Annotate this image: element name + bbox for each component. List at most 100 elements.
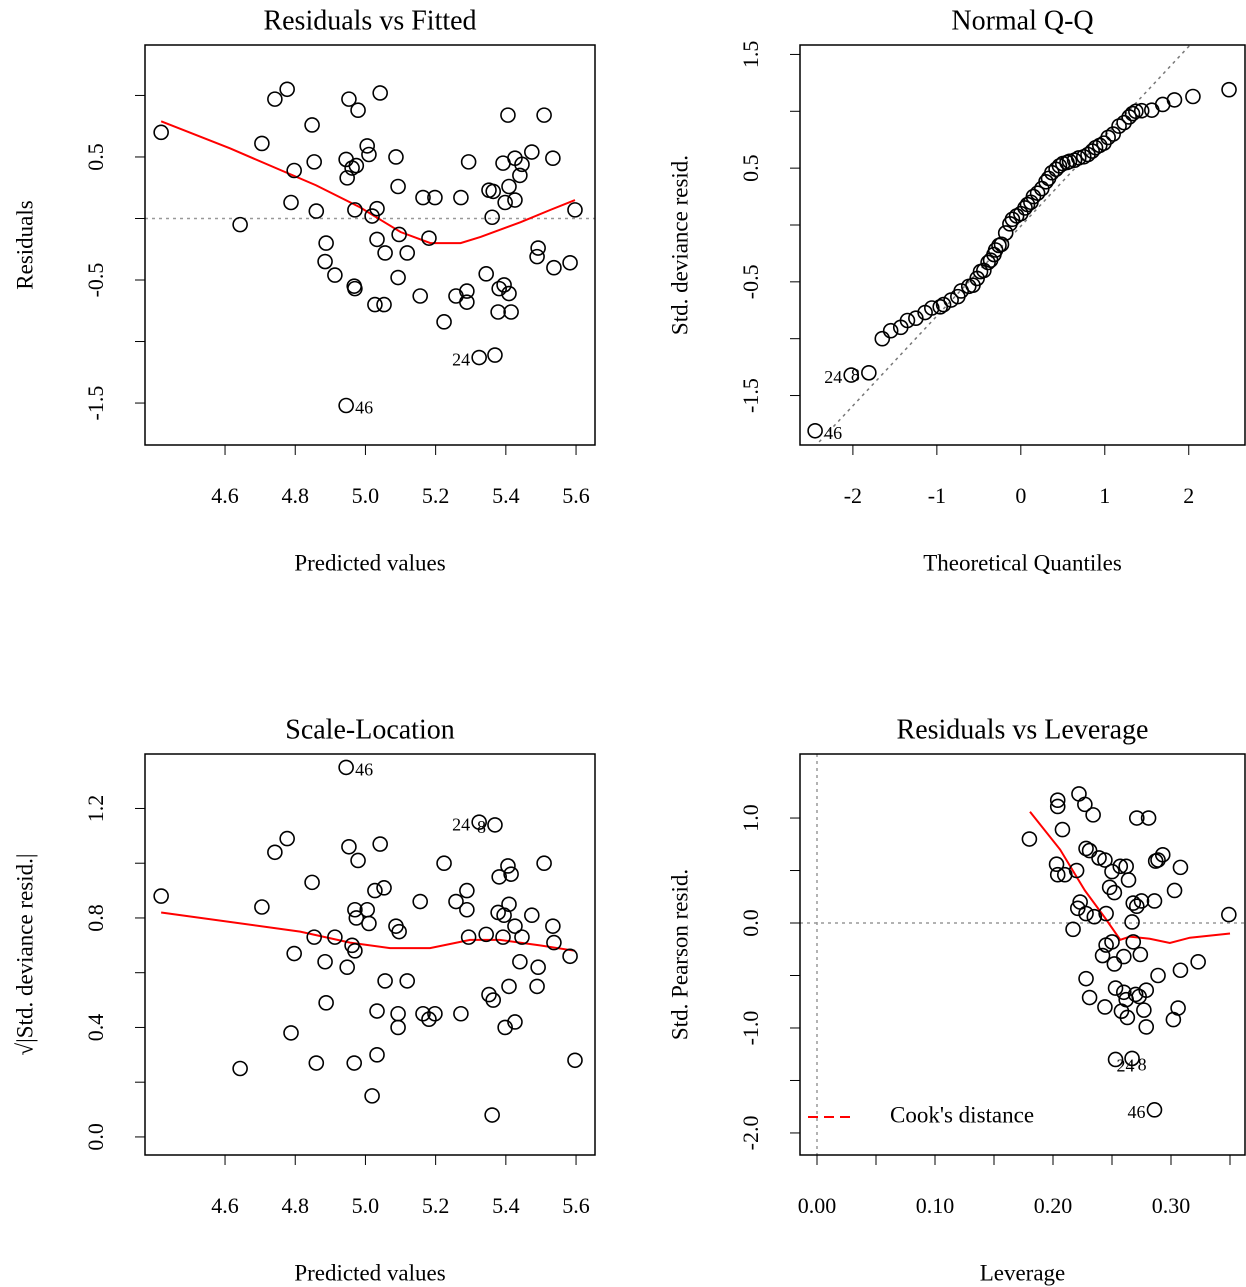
x-tick-label: -2 [844,483,862,508]
point [1065,921,1081,938]
point [1111,118,1127,134]
point [807,422,823,439]
point [459,882,475,899]
point [497,194,513,211]
point [390,1019,406,1036]
point [1133,893,1150,909]
y-tick-label: -0.5 [738,264,763,299]
point [1081,989,1098,1006]
point [427,1005,443,1022]
point [478,266,494,282]
point [1146,893,1163,909]
point [348,910,365,926]
point [484,1107,500,1123]
plot-frame [144,44,596,446]
point [399,245,416,261]
point [501,178,517,195]
point [286,945,302,962]
y-tick-label: 1.2 [83,795,108,823]
qq-line [815,45,1192,445]
point [484,209,500,226]
point [361,146,377,163]
point [1150,967,1166,984]
point [427,189,443,206]
point [359,138,375,154]
point [524,907,540,924]
x-axis-label: Theoretical Quantiles [923,550,1122,575]
point [567,1052,583,1069]
panel: Normal Q-Q Theoretical Quantiles Std. devi… [667,5,1246,575]
x-tick-label: 5.4 [492,1193,520,1218]
point [1019,196,1036,213]
point [361,915,377,932]
point [1154,846,1171,863]
point [1185,88,1201,105]
x-tick-label: 0.10 [916,1193,955,1218]
point [1105,126,1121,142]
point [503,866,519,882]
point [487,347,503,363]
y-tick-label: 0.4 [83,1014,108,1042]
point-label: 46 [355,760,373,780]
point [436,855,452,872]
point-label: 46 [355,398,373,418]
x-tick-label: 0.20 [1034,1193,1073,1218]
x-tick-label: 0.00 [798,1193,837,1218]
point [1144,102,1160,118]
point [545,918,561,934]
point [1116,948,1132,965]
point [908,310,924,327]
y-tick-label: -1.0 [738,1011,763,1046]
point [1051,158,1068,174]
y-axis-label: √|Std. deviance resid.| [12,854,37,1056]
point [391,923,407,940]
y-tick-label: -1.5 [83,386,108,421]
point [347,943,363,959]
point [1119,1009,1136,1026]
point [254,899,270,915]
point [495,929,511,945]
y-tick-label: -2.0 [738,1116,763,1151]
point [491,280,507,297]
point [1004,211,1021,228]
point [283,1025,299,1041]
plot-area [815,45,1192,445]
point [318,995,334,1011]
point [304,874,320,891]
point [1078,905,1094,922]
point [507,918,523,934]
point [1150,852,1166,868]
y-tick-label: 1.0 [738,804,763,832]
point [232,1060,248,1077]
y-tick-label: -0.5 [83,263,108,298]
x-axis-label: Predicted values [294,550,445,575]
point [460,154,477,170]
x-tick-label: 0.30 [1152,1193,1191,1218]
point [415,189,431,206]
x-axis-label: Leverage [980,1260,1066,1285]
point [1112,858,1129,875]
point [490,304,506,320]
point [341,838,357,855]
point [471,349,487,366]
point [1172,962,1189,979]
point [390,1005,406,1022]
point [350,102,366,119]
point [1071,786,1087,802]
point [874,330,891,347]
point [491,869,507,885]
point [1078,970,1094,987]
point [1124,914,1140,930]
point [415,1005,431,1022]
point [1138,982,1155,998]
point [306,154,322,170]
point [1017,200,1033,216]
chart-title: Residuals vs Leverage [897,714,1149,745]
point [882,322,899,339]
point [932,299,949,315]
x-tick-label: 2 [1183,483,1194,508]
point [1104,934,1120,950]
point [1054,821,1071,838]
point [267,91,283,107]
point [376,880,392,896]
